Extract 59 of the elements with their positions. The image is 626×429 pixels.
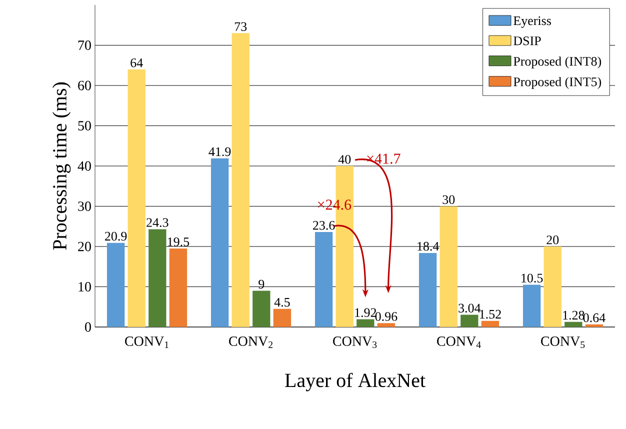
data-label: 20 [546,236,559,244]
data-label: 73 [234,22,247,31]
y-tick-label: 60 [78,80,91,90]
x-tick-label: CONV$_{4}$ [437,336,481,348]
bar [377,323,396,327]
bar [356,319,374,327]
bar [481,320,500,327]
bar [460,314,478,327]
legend-label: Proposed (INT8) [514,56,602,68]
legend-label: Proposed (INT5) [514,77,602,89]
data-label: 0.64 [583,313,606,322]
bar [148,229,166,327]
data-label: 3.04 [458,304,481,313]
y-tick-label: 40 [78,161,91,171]
bar [106,242,125,327]
data-label: 40 [338,155,351,164]
bar [440,206,458,327]
y-tick-label: 10 [78,282,91,292]
data-label: 0.96 [375,312,398,321]
x-tick-label: CONV$_{5}$ [541,336,585,348]
bar [273,308,292,327]
bar [418,252,437,327]
data-label: 19.5 [168,238,190,246]
y-tick-label: 70 [78,40,91,50]
legend-label: Eyeriss [514,16,551,28]
x-tick-label: CONV$_{2}$ [229,336,272,348]
data-label: 1.52 [480,310,501,319]
y-tick-label: 50 [78,121,91,130]
annotation: ×41.7 [367,154,400,164]
bar [564,322,582,327]
bar [585,324,604,327]
legend-label: DSIP [514,36,541,46]
data-label: 24.3 [146,218,168,227]
data-label: 1.92 [355,308,376,318]
bar [314,232,333,327]
x-tick-label: CONV$_{1}$ [125,336,168,348]
y-tick-label: 0 [85,322,91,332]
x-tick-label: CONV$_{3}$ [333,336,377,348]
bar [544,246,562,327]
y-axis-title: Processing time (ms) [52,82,71,250]
bar [252,290,270,327]
x-axis-title: Layer of AlexNet [285,372,426,392]
data-label: 1.28 [563,310,584,320]
data-label: 18.4 [418,242,439,251]
data-label: 20.9 [105,232,127,241]
data-label: 10.5 [522,274,543,283]
bar [210,158,229,327]
data-label: 41.9 [208,147,231,156]
bar [522,284,541,327]
data-label: 64 [130,58,143,68]
y-tick-label: 30 [78,202,91,211]
bar [128,69,146,327]
annotation: ×24.6 [318,200,352,210]
bar [169,248,188,327]
data-label: 30 [442,195,455,204]
data-label: 23.6 [313,221,335,230]
y-tick-label: 20 [78,242,91,252]
data-label: 4.5 [274,298,290,307]
bar [232,33,250,327]
